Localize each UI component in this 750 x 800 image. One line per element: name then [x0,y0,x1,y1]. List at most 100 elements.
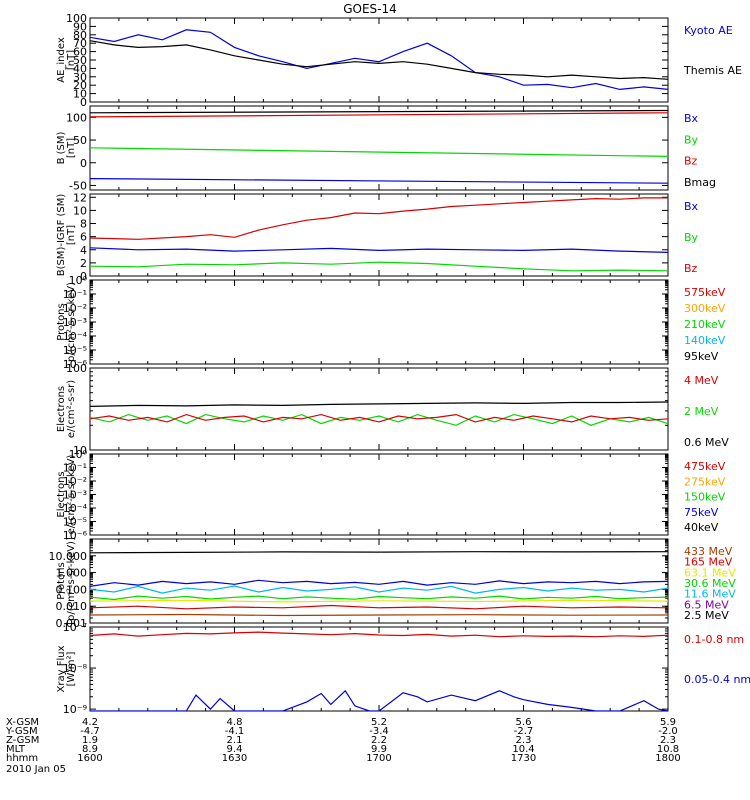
panel-frame [89,453,669,536]
panel-ae: 0102030405060708090100AE_index[nT]Kyoto … [56,12,742,109]
y-tick-label: 6 [80,231,87,244]
y-axis-label: AE_index[nT] [56,37,77,83]
legend-entry: By [684,231,699,244]
x-axis-value: 10.4 [512,744,534,755]
y-axis-label-line: [p/(cm²-s-sr-keV)] [66,537,77,625]
series-line-0-1-0-8-nm [90,631,668,638]
legend: Bx By Bz Bmag [684,112,716,189]
series-line-6-5-mev [90,579,668,587]
x-ticks [89,194,669,276]
legend-entry: 2.5 MeV [684,609,729,622]
series-group [90,109,668,184]
y-axis-label: B(SM)-IGRF (SM)[nT] [56,194,77,277]
y-tick-label: 0.001 [56,617,88,630]
legend: 4 MeV 2 MeV 0.6 MeV [684,374,729,449]
panel-protons_mev: 10.0001.0000.1000.0100.001Protons[p/(cm²… [49,537,737,630]
y-tick-label: 100 [66,12,87,25]
legend-entry: 11.6 MeV [684,588,736,601]
x-axis-value: 1730 [511,753,536,764]
series-line-11-6-mev [90,585,668,594]
series-line-0-6-mev [90,401,668,407]
series-group [90,551,668,617]
y-tick-label: 90 [73,20,87,33]
legend-entry: Bz [684,262,698,275]
legend: 475keV 275keV 150keV 75keV 40keV [684,460,726,534]
legend-entry: 275keV [684,475,726,488]
x-axis-value: 4.2 [82,717,98,728]
y-tick-label: 10⁻¹ [63,288,87,301]
legend-entry: 75keV [684,506,719,519]
y-minor-ticks [90,628,668,698]
x-ticks [89,280,669,364]
legend-entry: 95keV [684,350,719,363]
x-ticks [89,106,669,190]
panel-frame [89,105,669,191]
y-tick-label: 0.100 [56,583,88,596]
series-line-2-mev [90,413,668,426]
series-line-kyoto-ae [90,29,668,91]
y-axis: 10⁻⁷ 10⁻⁸ 10⁻⁹ [63,621,668,716]
legend-entry: Kyoto AE [684,24,733,37]
series-line-by [90,147,668,157]
x-axis-value: -2.0 [658,726,678,737]
legend: 575keV 300keV 210keV 140keV 95keV [684,286,726,363]
panel-xray: 10⁻⁷ 10⁻⁸ 10⁻⁹ Xray Flux[W/m²] 0.1-0.8 nm 0.0… [56,621,750,716]
x-axis-value: 1700 [366,753,391,764]
series-line-433-mev [90,613,668,617]
legend-entry: 165 MeV [684,556,733,569]
x-axis-value: 9.9 [371,744,387,755]
x-axis-value: -2.7 [514,726,534,737]
y-tick-label: 50 [73,54,87,67]
series-line-0-05-0-4-nm [90,689,668,711]
legend-entry: 63.1 MeV [684,566,736,579]
y-axis-label-line: [W/m²] [66,651,77,686]
y-tick-label: 10⁻⁵ [63,516,87,529]
series-line-165-mev [90,604,668,610]
y-tick-label: 12 [73,191,87,204]
x-axis-value: 1800 [655,753,680,764]
x-axis-value: 5.6 [516,717,532,728]
panels-group: 0102030405060708090100AE_index[nT]Kyoto … [49,12,750,716]
x-axis-value: 8.9 [82,744,98,755]
y-tick-label: 10 [73,444,87,457]
legend-entry: 0.1-0.8 nm [684,633,744,646]
x-axis-value: 2.1 [227,735,243,746]
y-axis-label-line: B(SM)-IGRF (SM) [56,194,67,277]
legend: Kyoto AE Themis AE [683,24,742,77]
date-label: 2010 Jan 05 [6,764,66,775]
y-axis-label: Electronse/(cm²-s-sr-keV) [56,455,77,535]
panel-frame [89,367,669,451]
panel-frame [89,193,669,277]
y-axis-label-line: [nT] [66,50,77,70]
y-tick-label: 10⁻⁶ [63,358,88,371]
y-tick-label: 1.000 [56,567,88,580]
x-axis-value: 2.3 [516,735,532,746]
y-tick-label: 10⁻² [63,302,87,315]
panel-protons_high: 10⁰10⁻¹10⁻²10⁻³10⁻⁴10⁻⁵10⁻⁶Protonsp/(cm²… [56,274,726,371]
legend-entry: 40keV [684,521,719,534]
y-axis-label: Protons[p/(cm²-s-sr-keV)] [56,537,77,625]
y-tick-label: 10⁻⁴ [63,502,88,515]
y-tick-label: 10⁰ [69,274,88,287]
x-axis-row-label: MLT [6,744,26,755]
y-axis-label-line: AE_index [56,37,67,83]
x-axis-value: 1600 [77,753,102,764]
y-tick-label: 10 [73,88,87,101]
series-line-themis-ae [90,40,668,80]
y-tick-label: 4 [80,244,87,257]
x-axis-value: 10.8 [657,744,679,755]
y-tick-label: 10⁻¹ [63,462,87,475]
legend-entry: 300keV [684,302,726,315]
series-line-by [90,261,668,272]
y-tick-label: 10⁻⁸ [63,662,88,675]
series-line-bz [90,112,668,118]
panel-bsm: -50 0 50 100 B (SM)[nT] Bx By Bz Bmag [56,105,716,192]
x-axis-value: 5.9 [660,717,676,728]
panel-electrons_kev: 10⁰10⁻¹10⁻²10⁻³10⁻⁴10⁻⁵10⁻⁶Electronse/(c… [56,448,726,542]
y-tick-label: 80 [73,29,87,42]
y-axis-label-line: p/(cm²-s-sr-keV) [66,282,77,362]
